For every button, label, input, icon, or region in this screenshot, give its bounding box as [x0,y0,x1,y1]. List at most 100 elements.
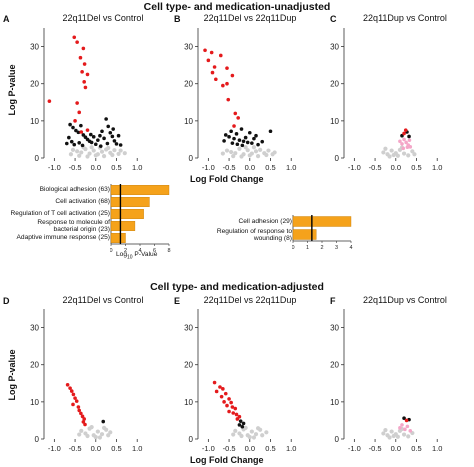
point-a-s2-15 [101,154,107,159]
point-e-s2-11 [231,432,236,437]
bar-tick-label-bar2-4: 4 [349,245,352,251]
bar-bar1-4 [110,233,126,243]
bar-label-bar1-4: Adaptive immune response (25) [16,234,110,241]
point-a-s2-5 [91,148,96,153]
y-tick-label-e-2: 20 [184,361,193,370]
point-b-s0-7 [214,77,218,82]
y-tick-label-a-0: 0 [35,154,40,163]
point-c-s0-0 [402,131,406,136]
point-d-s0-7 [76,405,81,409]
point-a-s1-16 [104,117,108,121]
point-d-s2-7 [93,435,98,440]
point-b-s1-11 [250,141,254,145]
point-f-s2-0 [398,426,402,430]
point-a-s0-13 [85,128,90,132]
x-tick-label-a-2: 0.0 [91,163,101,172]
point-c-s2-2 [402,137,406,142]
point-b-s2-13 [239,154,244,159]
point-c-s2-1 [400,142,404,146]
point-c-s3-11 [410,149,415,154]
point-a-s1-15 [102,136,106,141]
point-a-s1-0 [68,122,72,127]
point-b-s1-17 [235,142,240,147]
point-a-s1-18 [108,130,113,135]
point-e-s0-14 [234,412,239,417]
panel-letter-e: E [174,296,181,306]
point-c-s3-8 [406,153,411,158]
y-axis-label-top: Log P-value [7,64,17,116]
point-f-s3-5 [395,434,400,439]
point-a-s0-11 [77,110,82,115]
point-b-s1-9 [245,140,250,145]
point-a-s1-27 [105,141,110,146]
point-c-s3-0 [381,150,386,155]
bar-label-bar1-0: Biological adhesion (63) [39,186,110,193]
x-tick-label-b-0: -1.0 [202,163,215,172]
x-tick-label-c-0: -1.0 [348,163,361,172]
volcano-plot-a: 0 10 20 30 -1.0 -0.5 0.0 0.5 1.0 [30,28,142,172]
panel-title-f: 22q11Dup vs Control [363,295,447,305]
point-b-s2-19 [272,150,277,155]
point-d-s0-11 [82,417,86,421]
point-a-s1-11 [93,142,98,147]
x-tick-label-c-2: 0.0 [391,163,401,172]
point-a-s1-32 [118,143,123,147]
point-e-s0-11 [233,406,238,411]
x-tick-label-a-3: 0.5 [111,163,121,172]
point-b-s2-20 [220,151,225,156]
x-tick-label-f-2: 0.0 [391,444,401,453]
point-d-s0-13 [83,422,87,427]
y-tick-label-d-1: 10 [30,398,39,407]
point-a-s1-21 [114,142,119,146]
x-tick-label-b-2: 0.0 [245,163,255,172]
point-e-s0-7 [222,400,226,404]
point-b-s0-9 [230,73,235,78]
volcano-plot-d: 0 10 20 30 -1.0 -0.5 0.0 0.5 1.0 [30,309,142,453]
bar-tick-label-bar1-4: 8 [167,248,170,254]
bar-bar1-2 [110,209,144,219]
point-e-s2-0 [233,428,238,433]
panel-letter-b: B [174,14,181,24]
point-c-s2-8 [408,145,413,149]
point-a-s2-23 [122,151,127,156]
y-tick-label-b-2: 20 [184,80,193,89]
panel-letter-d: D [3,296,10,306]
x-tick-label-c-3: 0.5 [411,163,421,172]
bar-label-bar1-1: Cell activation (68) [55,198,110,205]
point-a-s2-14 [93,153,98,158]
point-e-s2-9 [251,435,257,440]
point-c-s3-5 [395,153,400,158]
point-e-s0-9 [225,403,229,408]
y-tick-label-a-2: 20 [30,80,39,89]
bar-bar2-0 [292,216,352,227]
point-e-s2-5 [253,432,259,437]
point-b-s1-10 [247,130,252,135]
point-c-s2-7 [405,145,410,150]
point-d-s0-4 [73,396,77,400]
x-tick-label-f-1: -0.5 [369,444,382,453]
point-c-s3-9 [383,146,388,151]
x-tick-label-d-3: 0.5 [111,444,121,453]
point-d-s2-9 [97,435,103,440]
bar-chart-1: 0 2 4 6 8 [110,184,171,254]
point-b-s1-12 [252,136,256,141]
y-tick-label-b-0: 0 [189,154,194,163]
point-e-s2-8 [239,433,244,439]
point-b-s0-4 [212,65,217,69]
point-f-s2-2 [403,427,407,432]
point-c-s3-7 [401,151,407,156]
x-tick-label-f-0: -1.0 [348,444,361,453]
y-tick-label-f-3: 30 [330,324,339,333]
point-b-s1-14 [268,129,273,134]
point-b-s2-7 [253,149,259,154]
x-tick-label-f-3: 0.5 [411,444,421,453]
panel-title-a: 22q11Del vs Control [62,13,144,23]
point-b-s0-11 [226,97,231,102]
point-a-s0-2 [81,46,86,51]
point-a-s1-10 [91,135,96,139]
point-a-s0-0 [72,35,77,40]
point-a-s2-12 [77,153,82,158]
point-f-s2-4 [408,429,413,433]
y-tick-label-c-2: 20 [330,80,339,89]
bar-bar1-1 [110,197,150,207]
